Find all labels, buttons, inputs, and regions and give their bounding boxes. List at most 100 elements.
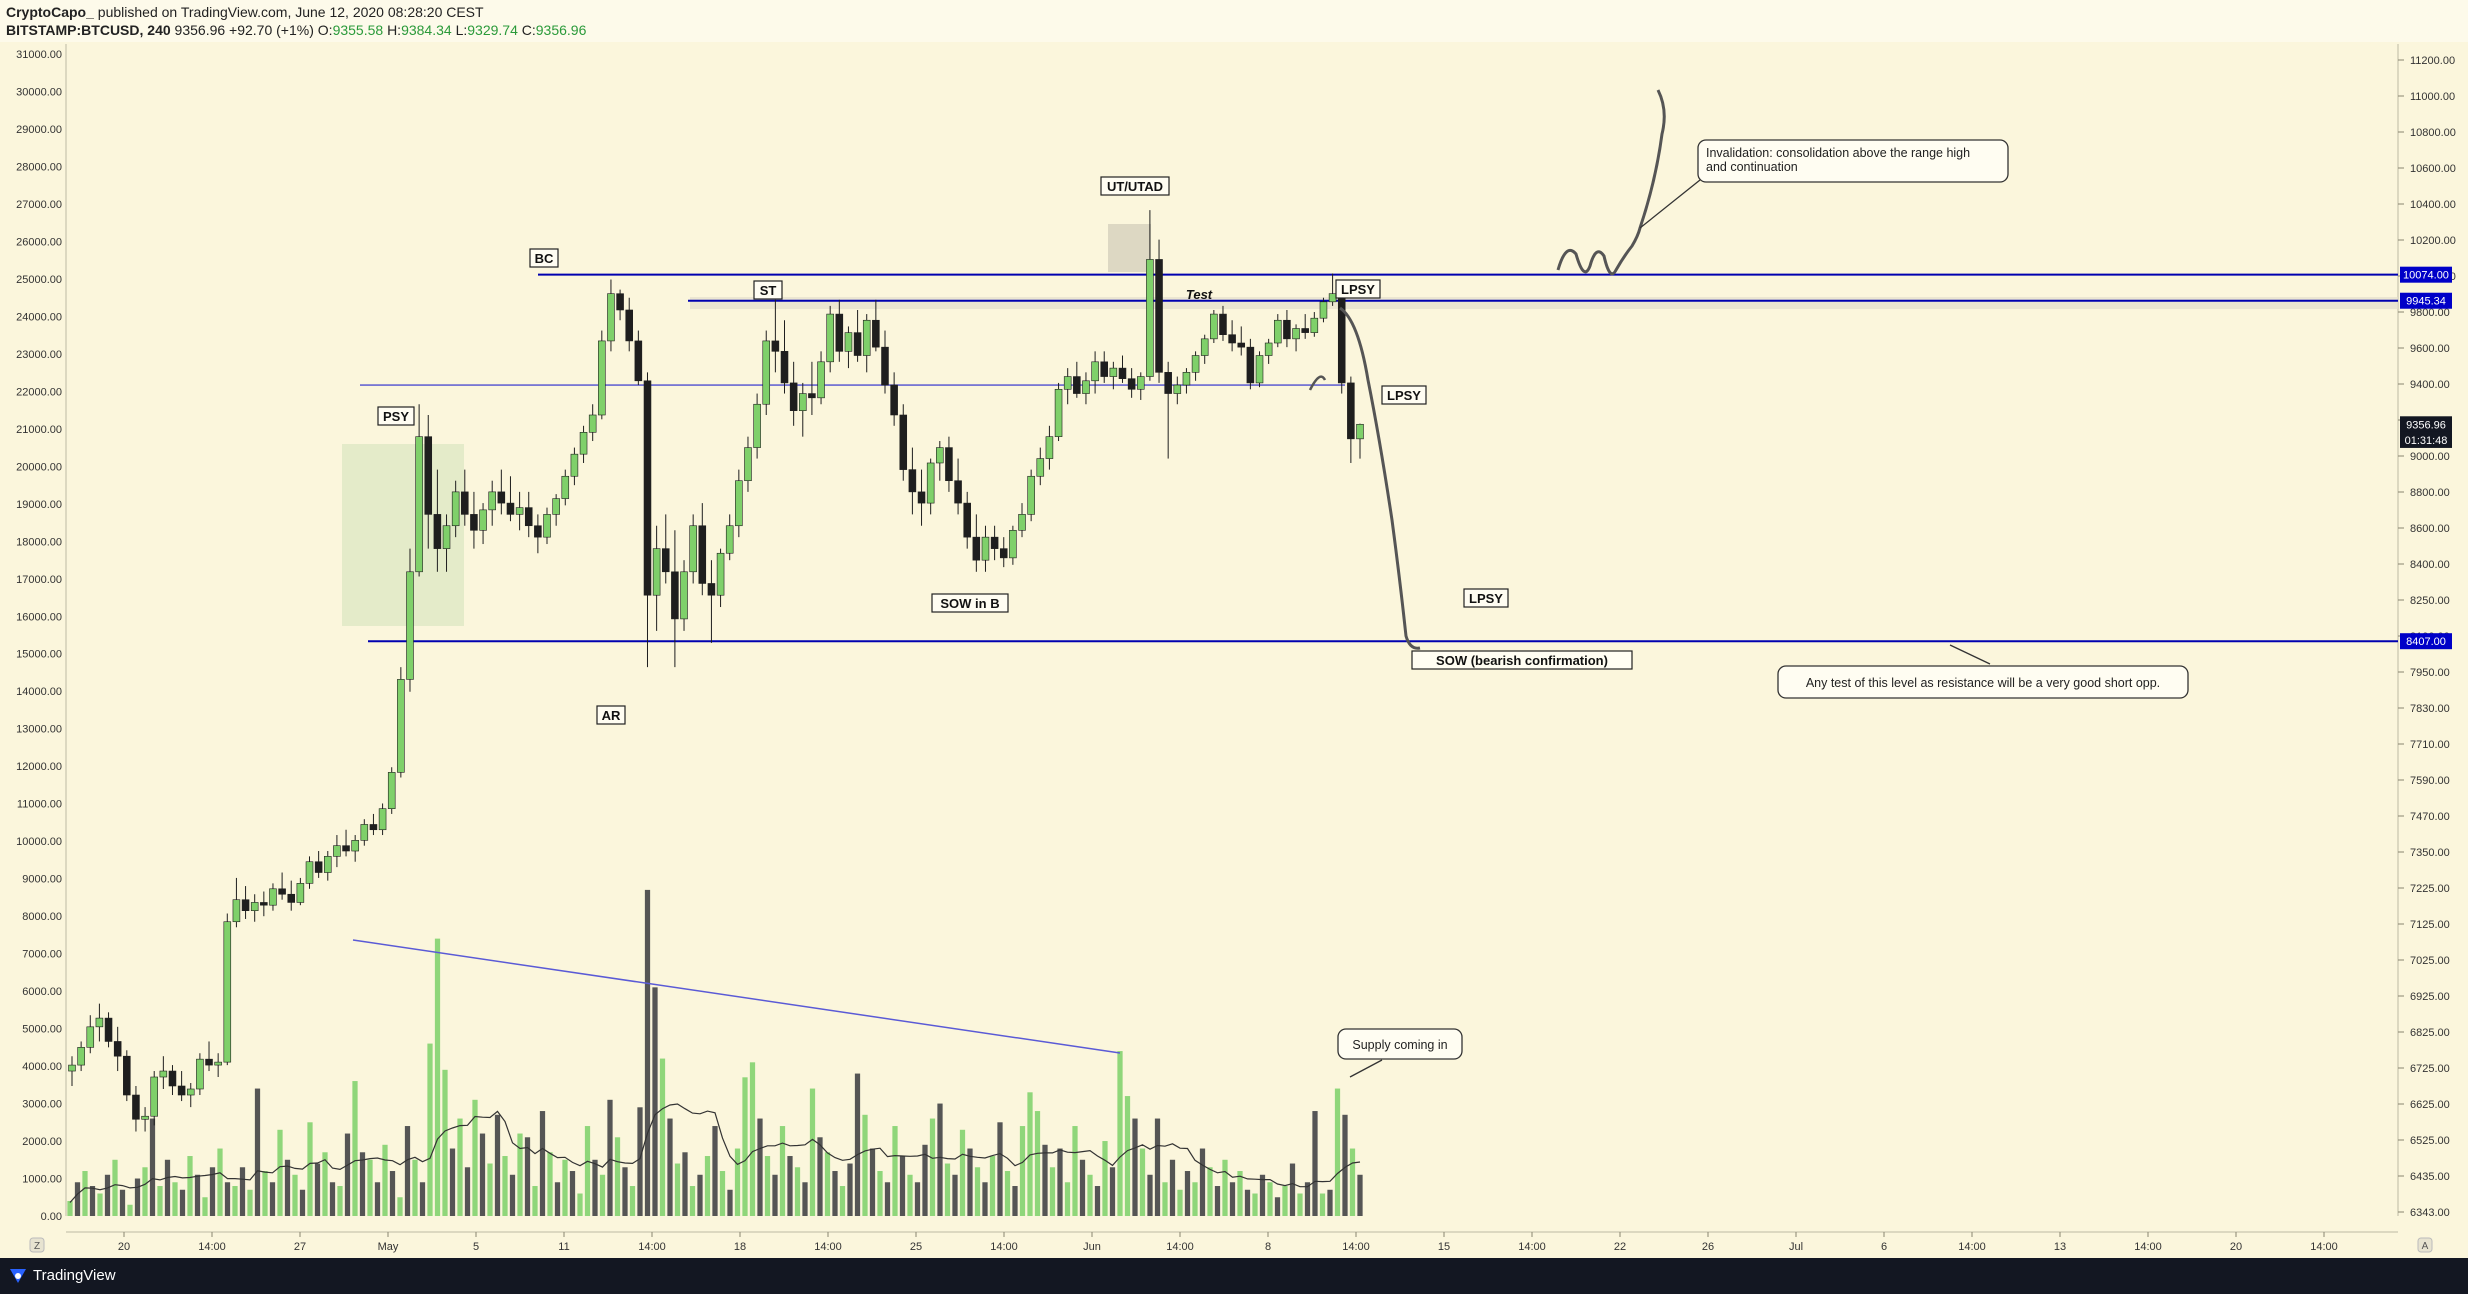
candle-down (1219, 313, 1227, 335)
time-tick-label: 14:00 (990, 1241, 1018, 1253)
candle-up (652, 548, 661, 596)
volume-bar-up (1267, 1182, 1273, 1216)
volume-bar-down (952, 1174, 958, 1216)
volume-bar-up (659, 1058, 666, 1216)
annotation-box (1381, 385, 1427, 405)
volume-tick-label: 2000.00 (22, 1136, 62, 1148)
candle-up (844, 332, 853, 352)
candle-down (342, 845, 350, 852)
volume-bar-down (1094, 1186, 1101, 1216)
candle-down (990, 536, 999, 549)
volume-bar-up (989, 1156, 996, 1216)
volume-bar-down (314, 1163, 321, 1216)
candle-down (954, 480, 962, 504)
annotation-box (377, 406, 415, 426)
candle-down (963, 502, 971, 538)
price-tick-label: 6625.00 (2410, 1099, 2450, 1111)
volume-bar-up (794, 1167, 801, 1216)
volume-bar-up (839, 1186, 846, 1216)
price-tag-box (2400, 416, 2452, 433)
callout-box (1337, 1028, 1463, 1060)
volume-bar-up (472, 1099, 478, 1216)
price-tick-label: 9600.00 (2410, 343, 2450, 355)
volume-bar-up (877, 1171, 883, 1216)
volume-tick-label: 16000.00 (16, 611, 62, 623)
auto-scale-button[interactable] (2417, 1237, 2433, 1253)
candles (68, 210, 1364, 1132)
candle-up (570, 453, 579, 477)
candle-up (1146, 259, 1154, 377)
volume-bar-down (1357, 1174, 1363, 1216)
volume-bar-down (89, 1186, 96, 1216)
candle-up (926, 462, 935, 504)
volume-bar-down (374, 1182, 381, 1216)
candle-down (287, 893, 296, 903)
candle-up (579, 432, 588, 455)
volume-bar-down (644, 889, 651, 1216)
volume-tick-label: 17000.00 (16, 574, 62, 586)
time-tick-label: 13 (2054, 1241, 2066, 1253)
candle-down (890, 384, 898, 416)
volume-moving-average (69, 1103, 1361, 1203)
candle-up (588, 414, 597, 433)
high-label: H: (387, 22, 402, 38)
candle-down (671, 571, 679, 620)
candle-up (250, 902, 259, 911)
volume-bar-down (1289, 1163, 1296, 1216)
candle-up (598, 340, 606, 416)
volume-bar-up (547, 1152, 553, 1216)
chart-background (0, 42, 2468, 1258)
candle-up (378, 808, 387, 831)
volume-bar-down (937, 1103, 943, 1216)
price-tag-box (2400, 431, 2452, 448)
volume-bar-down (802, 1182, 808, 1216)
resistance-pointer (1949, 644, 1991, 665)
volume-bar-up (217, 1148, 223, 1216)
candle-down (205, 1058, 213, 1066)
zoom-button-label: Z (34, 1241, 40, 1252)
volume-bar-down (344, 1133, 351, 1216)
volume-bar-up (1004, 1171, 1011, 1216)
time-tick-label: 25 (910, 1241, 922, 1253)
candle-up (762, 340, 771, 405)
candle-down (424, 436, 433, 515)
time-tick-label: 14:00 (814, 1241, 842, 1253)
candle-down (1347, 382, 1355, 440)
volume-tick-label: 11000.00 (17, 799, 62, 811)
volume-bar-up (337, 1186, 343, 1216)
brand-name[interactable]: TradingView (33, 1267, 116, 1284)
volume-tick-label: 1000.00 (22, 1174, 62, 1186)
volume-bar-down (667, 1118, 673, 1216)
annotation-label: SOW (bearish confirmation) (1436, 653, 1608, 668)
candle-down (497, 491, 506, 504)
zoom-button[interactable] (29, 1237, 45, 1253)
time-axis: 20 14:00 27 May 5 11 14:00 18 14:00 25 14:00 Jun 14:… (118, 1232, 2338, 1253)
author-name[interactable]: CryptoCapo_ (6, 4, 94, 20)
candle-down (524, 507, 533, 527)
volume-bar-down (854, 1073, 861, 1216)
candle-up (1274, 319, 1282, 344)
candle-down (789, 382, 798, 411)
price-tick-label: 7350.00 (2410, 847, 2450, 859)
candle-up (1109, 367, 1118, 377)
price-tag-box (2400, 266, 2452, 283)
price-tag-label: 9945.34 (2406, 296, 2446, 308)
candle-up (305, 861, 314, 884)
candle-down (698, 525, 707, 584)
wyckoff-annotations: PSY BC AR ST SOW in B UT/UTAD Test LPSY LPSY LPSY… (377, 176, 1633, 725)
volume-bar-up (1282, 1186, 1288, 1216)
candle-down (278, 888, 286, 895)
volume-bar-down (817, 1137, 823, 1216)
volume-bar-down (967, 1148, 973, 1216)
volume-bar-down (554, 1182, 561, 1216)
candle-down (1228, 334, 1236, 344)
price-chart[interactable]: 31000.00 30000.00 29000.00 28000.00 27000.00… (0, 42, 2468, 1258)
candle-up (936, 447, 944, 464)
volume-bar-down (607, 1099, 613, 1216)
volume-bar-down (539, 1111, 546, 1216)
volume-bar-up (929, 1118, 936, 1216)
volume-tick-label: 27000.00 (16, 199, 62, 211)
candle-down (104, 1017, 113, 1042)
candle-up (1255, 355, 1264, 384)
candle-up (1328, 293, 1337, 303)
